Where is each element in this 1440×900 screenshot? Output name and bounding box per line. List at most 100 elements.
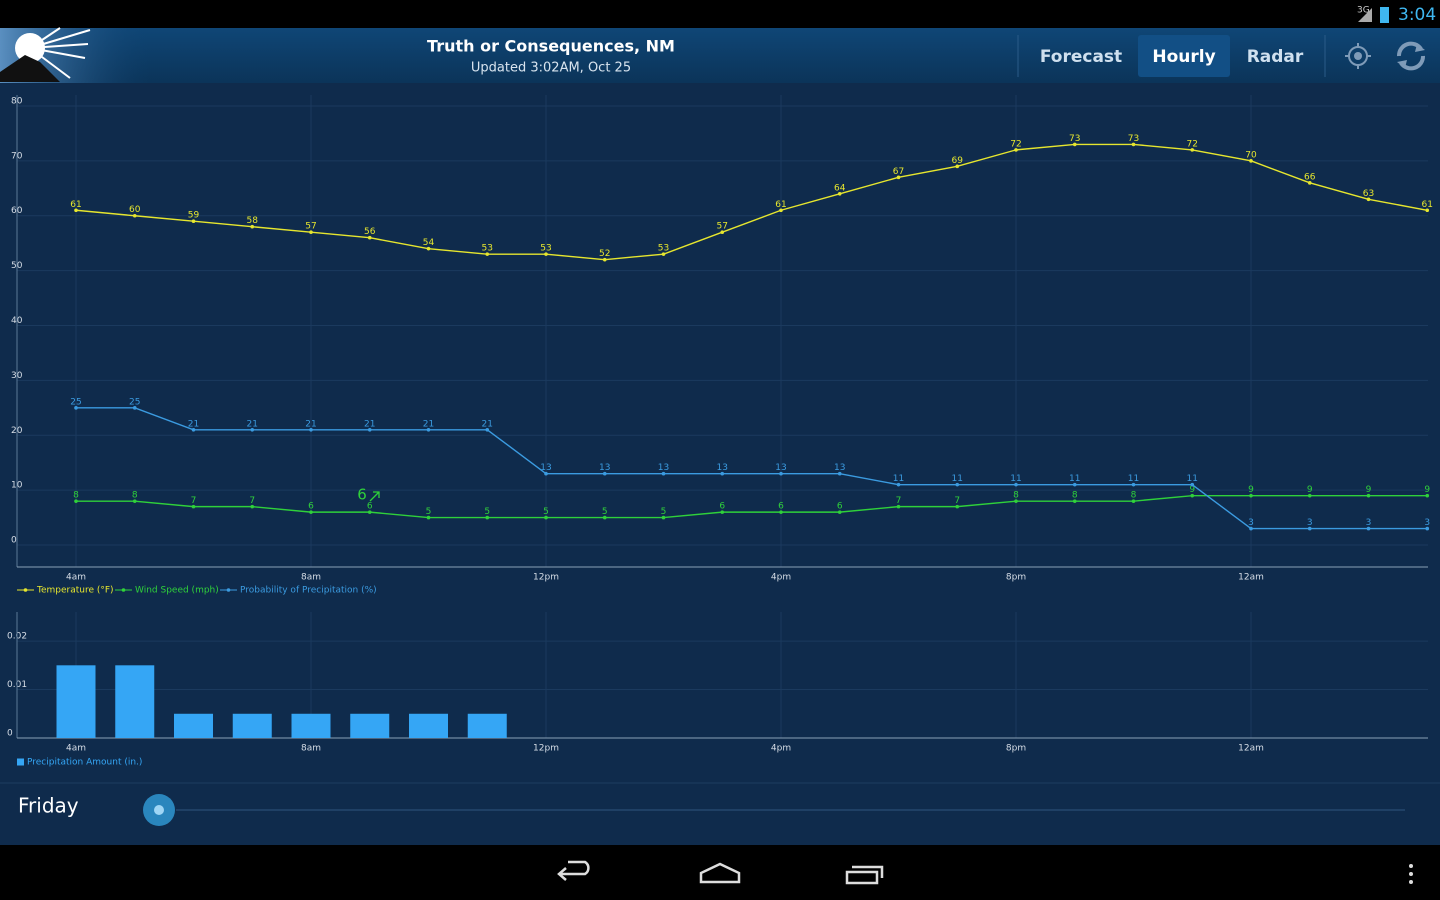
data-label: 6 (837, 502, 843, 512)
data-label: 8 (1131, 491, 1137, 501)
x-tick-label: 4am (66, 744, 86, 754)
data-label: 6 (308, 502, 314, 512)
tab[interactable]: Hourly (1152, 47, 1215, 67)
network-type: 3G (1357, 6, 1370, 16)
data-label: 3 (1366, 518, 1372, 528)
data-label: 25 (129, 397, 140, 407)
data-label: 7 (954, 496, 960, 506)
x-tick-label: 4pm (771, 573, 791, 583)
point (779, 208, 783, 213)
point (1131, 142, 1136, 147)
locate-button[interactable] (1345, 43, 1371, 69)
tab-highlight (1138, 35, 1230, 77)
point (602, 257, 607, 262)
point (602, 515, 607, 520)
x-tick-label: 8pm (1006, 744, 1026, 754)
data-label: 3 (1424, 518, 1430, 528)
data-label: 56 (364, 227, 376, 237)
point (191, 219, 196, 224)
point (1366, 526, 1371, 531)
point (720, 510, 725, 514)
data-label: 21 (482, 419, 493, 429)
point (1249, 493, 1253, 498)
refresh-button[interactable] (1396, 41, 1426, 71)
data-label: 8 (1072, 491, 1078, 501)
point (191, 427, 196, 432)
point (74, 406, 78, 410)
data-label: 9 (1366, 485, 1372, 495)
data-label: 13 (775, 463, 786, 473)
point (602, 471, 607, 476)
data-label: 61 (775, 200, 786, 210)
point (1307, 181, 1312, 185)
point (485, 427, 490, 432)
tab[interactable]: Radar (1247, 47, 1304, 67)
data-label: 57 (717, 222, 728, 232)
data-label: 21 (188, 419, 199, 429)
point (309, 427, 313, 432)
point (191, 504, 196, 509)
point (1307, 493, 1312, 498)
data-label: 9 (1424, 485, 1430, 495)
bar (115, 665, 155, 738)
data-label: 58 (247, 216, 259, 226)
data-label: 13 (599, 463, 610, 473)
point (1072, 482, 1077, 487)
data-label: 11 (1128, 474, 1139, 484)
point (74, 208, 78, 213)
point (309, 510, 313, 514)
point (544, 515, 548, 520)
data-label: 8 (132, 491, 138, 501)
point (426, 515, 431, 520)
data-label: 11 (1010, 474, 1021, 484)
data-label: 57 (305, 222, 316, 232)
recents-button[interactable] (845, 865, 884, 885)
point (132, 213, 137, 218)
data-label: 5 (602, 507, 608, 517)
location: Truth or Consequences, NM (427, 37, 675, 56)
data-label: 6 (719, 502, 725, 512)
data-label: 13 (834, 463, 845, 473)
nav-bar (0, 845, 1440, 900)
bar (350, 713, 390, 738)
point (837, 191, 842, 196)
data-label: 9 (1248, 485, 1254, 495)
point (426, 246, 431, 251)
point (309, 230, 313, 235)
point (250, 504, 255, 509)
point (74, 499, 78, 503)
battery-icon (1380, 7, 1389, 23)
data-label: 54 (423, 238, 435, 248)
x-tick-label: 4pm (771, 744, 791, 754)
day-label: Friday (18, 794, 79, 818)
data-label: 6 (778, 502, 784, 512)
data-label: 11 (1187, 474, 1198, 484)
data-label: 25 (70, 397, 81, 407)
bar (467, 713, 507, 738)
menu-button[interactable] (1409, 864, 1413, 884)
signal-icon (1358, 8, 1372, 22)
data-label: 70 (1245, 150, 1257, 160)
point (779, 510, 783, 514)
point (1366, 197, 1371, 202)
wind-arrow (369, 491, 380, 502)
bar (409, 713, 448, 738)
data-label: 53 (482, 244, 493, 254)
series-line (76, 494, 1428, 519)
slider-thumb[interactable] (143, 794, 175, 826)
data-label: 9 (1307, 485, 1313, 495)
current-wind: 6 (357, 486, 367, 504)
data-label: 66 (1304, 172, 1316, 182)
clock: 3:04 (1398, 5, 1436, 25)
point (896, 482, 901, 487)
point (1366, 493, 1371, 498)
data-label: 72 (1010, 139, 1021, 149)
data-label: 3 (1307, 518, 1313, 528)
point (955, 504, 960, 509)
back-button[interactable] (557, 860, 590, 881)
data-label: 13 (658, 463, 669, 473)
legend-swatch (121, 588, 126, 592)
tab[interactable]: Forecast (1040, 47, 1122, 67)
data-label: 13 (540, 463, 551, 473)
home-button[interactable] (699, 862, 741, 884)
